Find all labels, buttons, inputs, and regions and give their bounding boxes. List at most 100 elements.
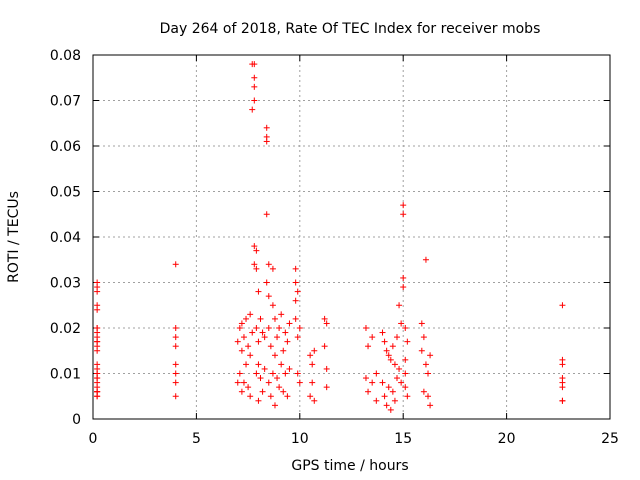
x-tick-label: 5: [192, 431, 201, 447]
data-point: [172, 370, 179, 377]
data-point: [247, 393, 254, 400]
data-point: [404, 338, 411, 345]
data-point: [418, 320, 425, 327]
data-point: [251, 243, 258, 250]
data-point: [323, 320, 330, 327]
data-point: [402, 370, 409, 377]
data-point: [257, 315, 264, 322]
data-point: [286, 365, 293, 372]
data-point: [400, 211, 407, 218]
data-point: [236, 370, 243, 377]
y-tick-label: 0.06: [50, 139, 81, 155]
data-point: [280, 388, 287, 395]
data-point: [559, 384, 566, 391]
data-point: [94, 347, 101, 354]
data-point: [172, 261, 179, 268]
data-point: [94, 306, 101, 313]
x-tick-label: 10: [291, 431, 309, 447]
data-point: [387, 406, 394, 413]
data-point: [261, 365, 268, 372]
data-point: [276, 384, 283, 391]
data-point: [387, 356, 394, 363]
data-point: [276, 325, 283, 331]
data-point: [240, 334, 247, 341]
data-point: [321, 315, 328, 322]
data-point: [383, 402, 390, 409]
y-tick-label: 0.05: [50, 185, 81, 201]
data-point: [269, 302, 276, 309]
data-point: [400, 284, 407, 291]
data-point: [292, 265, 299, 272]
data-point: [94, 288, 101, 295]
data-point: [274, 334, 281, 341]
data-point: [253, 247, 260, 254]
data-point: [271, 352, 278, 359]
data-point: [309, 379, 316, 386]
data-point: [389, 388, 396, 395]
data-point: [259, 329, 266, 336]
data-point: [292, 279, 299, 286]
data-point: [172, 343, 179, 350]
data-point: [383, 347, 390, 354]
data-point: [249, 106, 256, 113]
data-point: [251, 83, 258, 90]
y-axis-label: ROTI / TECUs: [6, 191, 22, 283]
data-point: [255, 361, 262, 368]
y-tick-label: 0.07: [50, 94, 81, 110]
data-point: [420, 388, 427, 395]
data-point: [238, 347, 245, 354]
data-point: [282, 370, 289, 377]
data-point: [365, 343, 372, 350]
data-point: [404, 393, 411, 400]
data-point: [271, 402, 278, 409]
data-point: [393, 334, 400, 341]
y-tick-label: 0: [72, 412, 81, 428]
data-point: [249, 329, 256, 336]
data-point: [427, 402, 434, 409]
data-point: [263, 124, 270, 131]
data-point: [379, 329, 386, 336]
data-point: [282, 329, 289, 336]
data-point: [253, 265, 260, 272]
data-point: [402, 384, 409, 391]
data-point: [286, 320, 293, 327]
data-point: [381, 338, 388, 345]
grid: [92, 54, 611, 420]
y-tick-labels: 0 0.01 0.02 0.03 0.04 0.05 0.06 0.07 0.08: [50, 48, 81, 428]
data-points: [94, 61, 566, 413]
data-point: [247, 352, 254, 359]
data-point: [400, 202, 407, 209]
data-point: [389, 343, 396, 350]
data-point: [422, 361, 429, 368]
data-point: [402, 325, 409, 331]
data-point: [280, 347, 287, 354]
data-point: [243, 361, 250, 368]
data-point: [365, 388, 372, 395]
data-point: [425, 393, 432, 400]
data-point: [373, 397, 380, 404]
data-point: [307, 393, 314, 400]
data-point: [559, 361, 566, 368]
data-point: [373, 370, 380, 377]
data-point: [284, 393, 291, 400]
data-point: [307, 352, 314, 359]
data-point: [263, 279, 270, 286]
data-point: [278, 361, 285, 368]
data-point: [265, 379, 272, 386]
data-point: [294, 288, 301, 295]
data-point: [369, 379, 376, 386]
data-point: [418, 347, 425, 354]
data-point: [385, 352, 392, 359]
data-point: [172, 334, 179, 341]
y-tick-label: 0.04: [50, 230, 81, 246]
data-point: [255, 397, 262, 404]
data-point: [323, 365, 330, 372]
data-point: [245, 343, 252, 350]
data-point: [398, 379, 405, 386]
data-point: [396, 302, 403, 309]
data-point: [422, 256, 429, 263]
data-point: [559, 397, 566, 404]
data-point: [251, 261, 258, 268]
x-tick-label: 25: [601, 431, 619, 447]
